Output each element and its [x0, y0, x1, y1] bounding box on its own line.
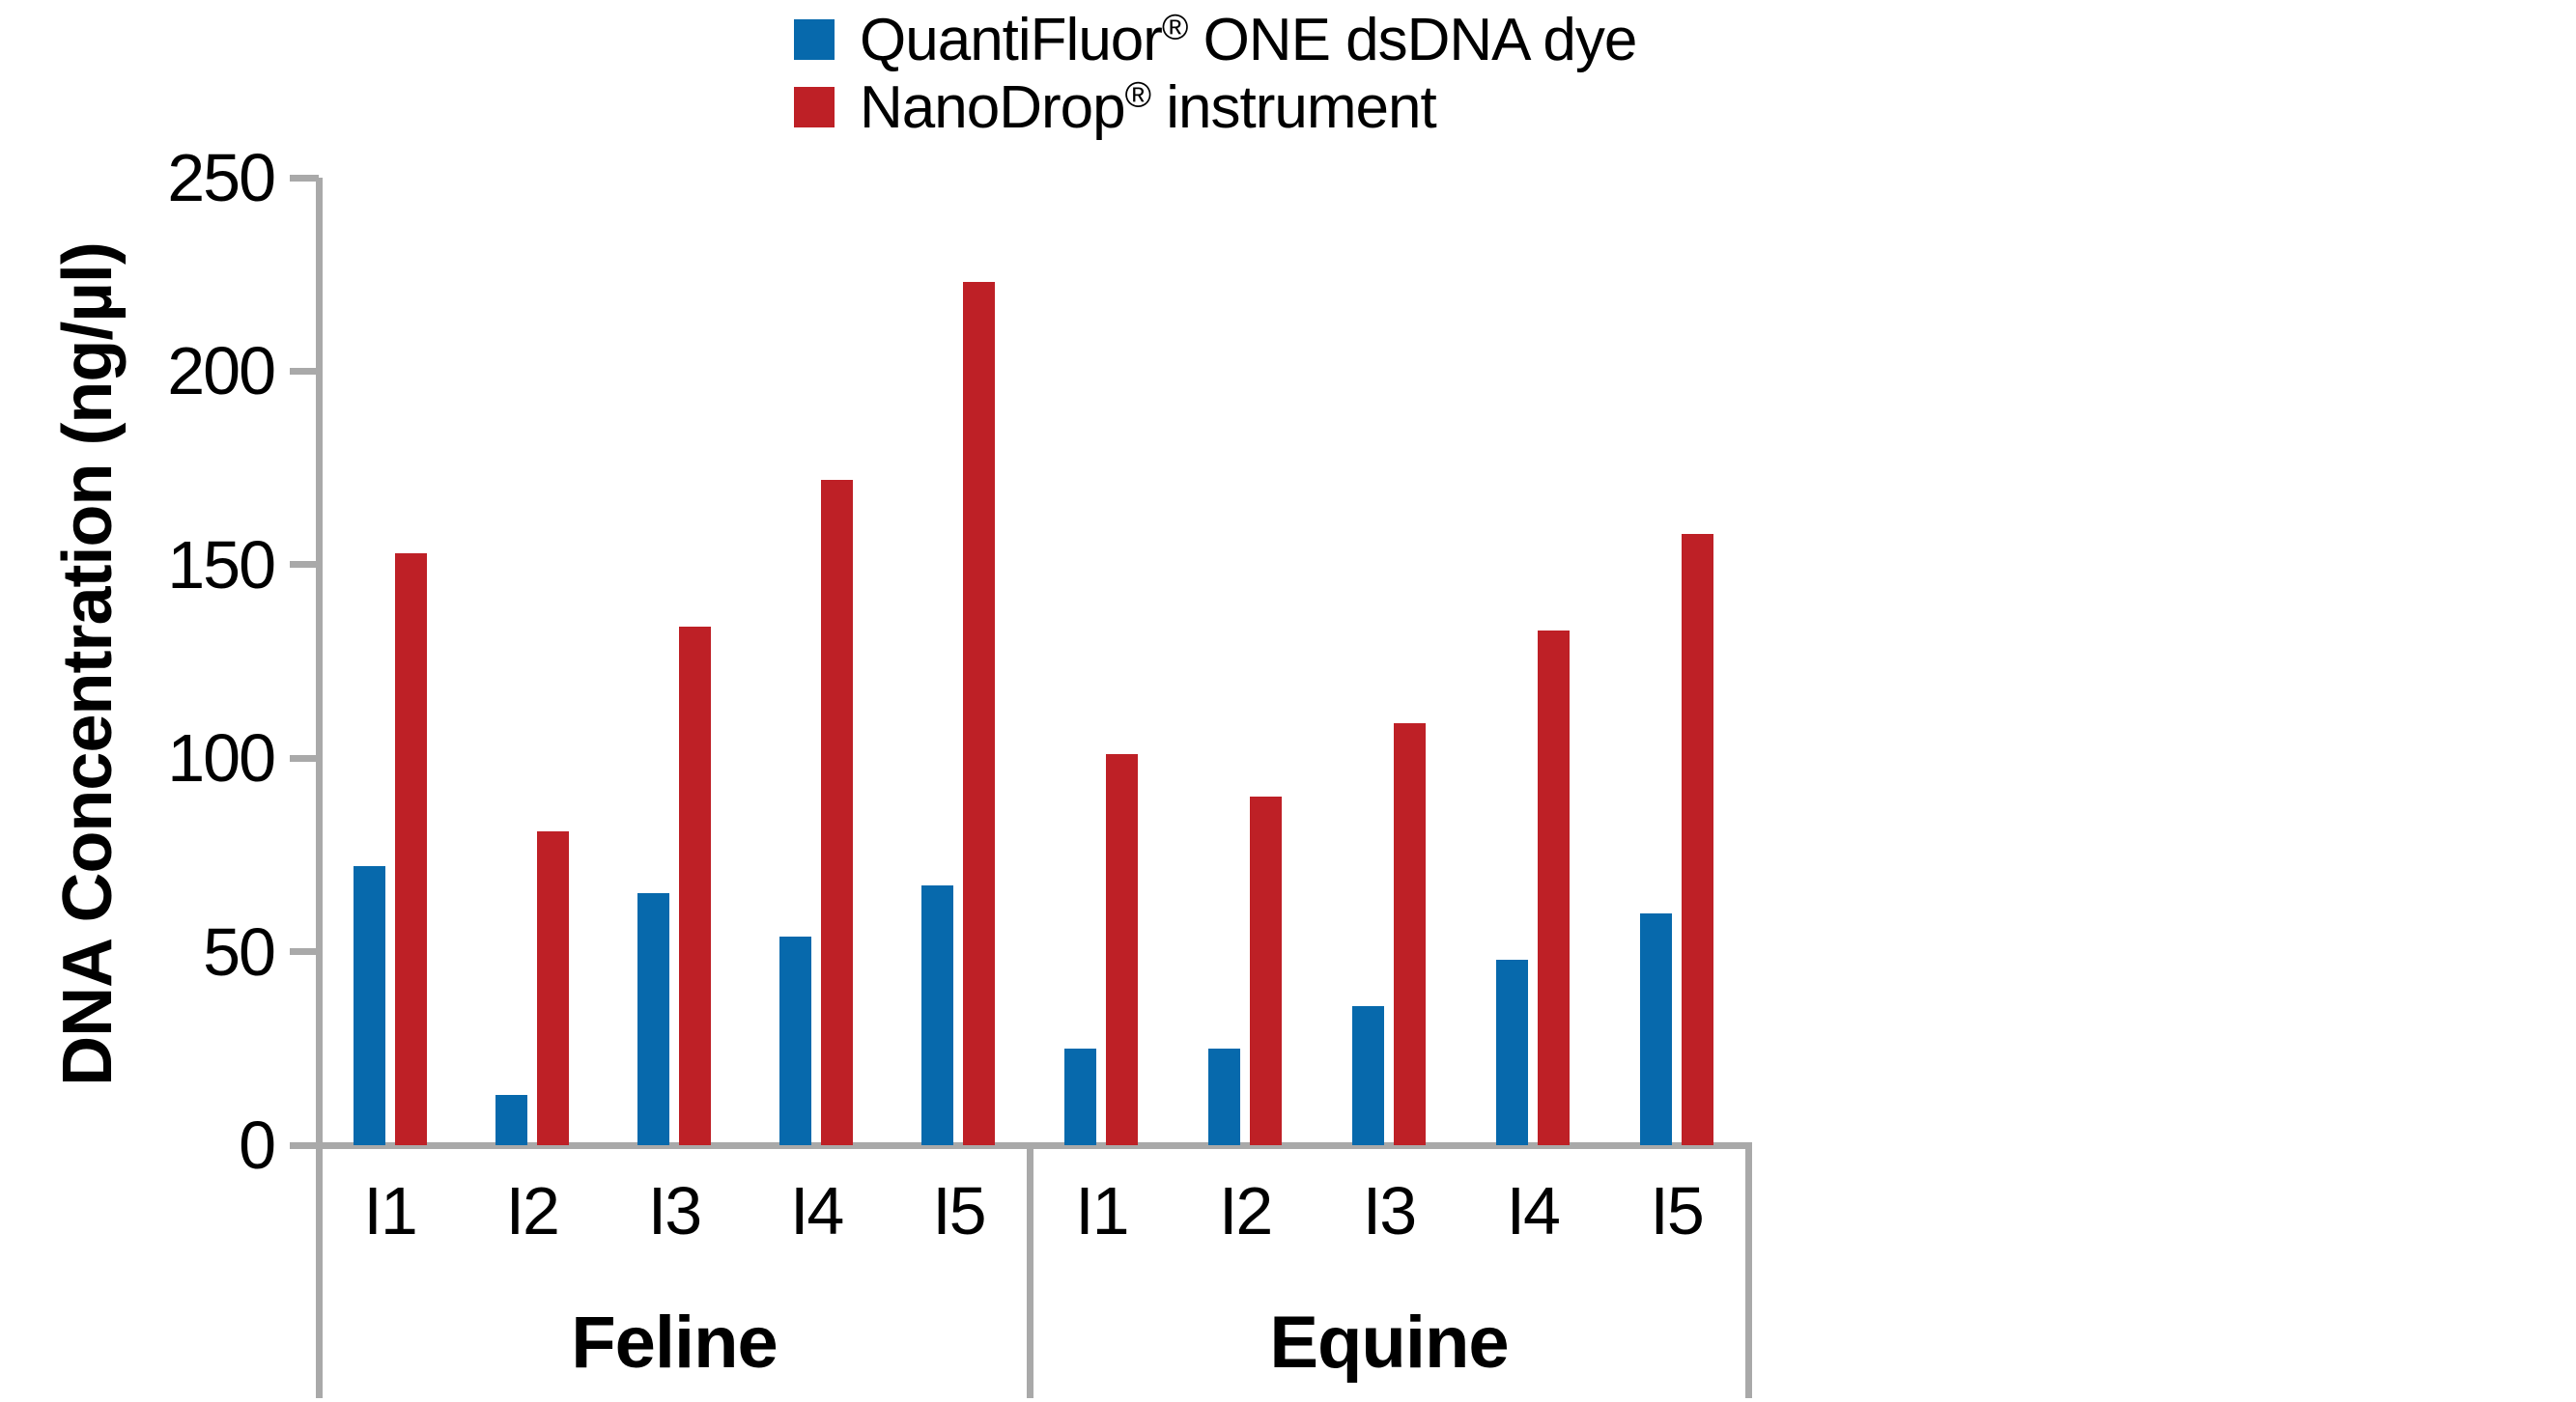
x-category-label: I2: [505, 1173, 560, 1248]
group-divider-line: [1026, 1145, 1033, 1398]
y-tick-label: 150: [167, 526, 276, 603]
group-label-equine: Equine: [1269, 1302, 1509, 1384]
x-category-label: I4: [789, 1173, 844, 1248]
bar-nanodrop-equine-I5: [1681, 533, 1713, 1145]
x-axis-line: [290, 1141, 1752, 1149]
bar-nanodrop-equine-I4: [1537, 630, 1570, 1145]
chart-legend: QuantiFluor® ONE dsDNA dye NanoDrop® ins…: [794, 5, 1637, 143]
y-axis-line: [315, 178, 323, 1398]
bar-quantifluor-equine-I4: [1495, 959, 1528, 1145]
y-tick-label: 200: [167, 333, 276, 409]
legend-swatch-red-icon: [794, 87, 835, 127]
bar-nanodrop-equine-I3: [1394, 723, 1426, 1145]
y-tick-label: 0: [239, 1108, 276, 1183]
x-category-label: I3: [1362, 1173, 1417, 1248]
y-tick-mark: [290, 754, 319, 762]
axis-end-line: [1744, 1145, 1752, 1398]
y-tick-mark: [290, 174, 319, 182]
bar-nanodrop-feline-I3: [679, 626, 711, 1145]
bar-quantifluor-equine-I1: [1064, 1048, 1097, 1145]
y-axis-title: DNA Concentration (ng/µl): [49, 242, 127, 1086]
legend-label-nanodrop: NanoDrop® instrument: [860, 72, 1437, 141]
bar-nanodrop-equine-I2: [1250, 797, 1283, 1145]
bar-nanodrop-feline-I2: [536, 831, 569, 1145]
x-category-label: I5: [932, 1173, 986, 1248]
bar-quantifluor-feline-I2: [495, 1094, 527, 1145]
bar-nanodrop-feline-I4: [821, 479, 854, 1145]
group-label-feline: Feline: [571, 1302, 778, 1384]
x-category-label: I4: [1506, 1173, 1561, 1248]
y-tick-label: 250: [167, 140, 276, 215]
x-category-label: I5: [1650, 1173, 1704, 1248]
x-category-label: I3: [647, 1173, 702, 1248]
bar-quantifluor-feline-I1: [353, 866, 385, 1145]
bar-nanodrop-feline-I1: [394, 552, 427, 1145]
bar-quantifluor-feline-I3: [637, 893, 669, 1145]
legend-swatch-blue-icon: [794, 19, 835, 60]
y-tick-label: 50: [203, 913, 276, 990]
y-tick-mark: [290, 948, 319, 956]
y-tick-label: 100: [167, 720, 276, 797]
legend-item-quantifluor: QuantiFluor® ONE dsDNA dye: [794, 5, 1637, 73]
x-category-label: I1: [363, 1173, 417, 1248]
bar-nanodrop-feline-I5: [963, 282, 996, 1145]
legend-label-quantifluor: QuantiFluor® ONE dsDNA dye: [860, 5, 1637, 73]
bar-quantifluor-equine-I2: [1208, 1048, 1241, 1145]
bar-quantifluor-equine-I3: [1352, 1005, 1384, 1145]
bar-quantifluor-feline-I5: [921, 885, 954, 1145]
bar-nanodrop-equine-I1: [1106, 754, 1139, 1145]
x-category-label: I1: [1075, 1173, 1129, 1248]
bar-quantifluor-equine-I5: [1639, 912, 1672, 1145]
x-category-label: I2: [1218, 1173, 1273, 1248]
bar-quantifluor-feline-I4: [779, 936, 812, 1145]
y-tick-mark: [290, 561, 319, 569]
y-tick-mark: [290, 367, 319, 375]
legend-item-nanodrop: NanoDrop® instrument: [794, 72, 1636, 141]
